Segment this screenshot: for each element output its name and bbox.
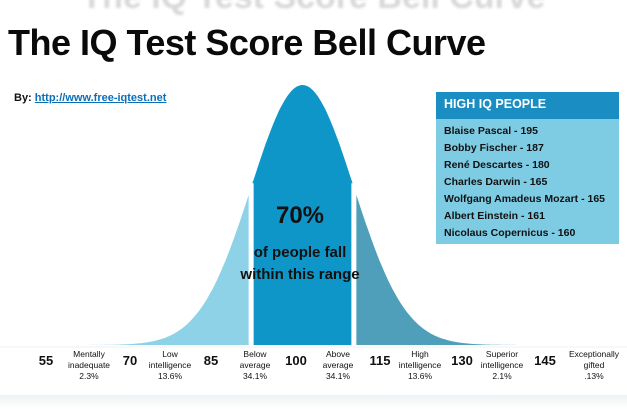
band-label-line: Superior — [485, 349, 519, 359]
center-percent: 70% — [275, 202, 325, 229]
x-tick-label: 55 — [38, 353, 54, 368]
band-label-line: intelligence — [480, 360, 524, 370]
band-label-line: intelligence — [398, 360, 442, 370]
list-item: Charles Darwin - 165 — [444, 176, 548, 188]
source-link[interactable]: http://www.free-iqtest.net — [34, 92, 167, 104]
band-label-line: Exceptionally — [568, 349, 620, 359]
band-label-line: 34.1% — [242, 371, 268, 381]
curve-middle-region — [251, 85, 354, 345]
band-label: Low intelligence 13.6% — [149, 349, 192, 382]
band-label-line: Mentally — [73, 349, 105, 359]
high-iq-box: HIGH IQ PEOPLE Blaise Pascal - 195 Bobby… — [436, 92, 619, 244]
list-item: Albert Einstein - 161 — [444, 210, 545, 222]
band-label-line: High — [411, 349, 429, 359]
band-label-line: intelligence — [148, 360, 192, 370]
blurred-title-reflection: The IQ Test Score Bell Curve — [0, 0, 627, 17]
band-label-line: Below — [243, 349, 267, 359]
band-label-line: average — [239, 360, 271, 370]
high-iq-heading: HIGH IQ PEOPLE — [436, 92, 619, 119]
list-item: Bobby Fischer - 187 — [444, 142, 544, 154]
x-tick-label: 85 — [203, 353, 219, 368]
band-label: Superior intelligence 2.1% — [481, 349, 524, 382]
floor-reflection — [0, 395, 627, 409]
band-label: Below average 34.1% — [240, 349, 271, 382]
band-label: Above average 34.1% — [323, 349, 354, 382]
list-item: René Descartes - 180 — [444, 159, 550, 171]
band-label-line: Low — [162, 349, 178, 359]
band-label-line: inadequate — [67, 360, 111, 370]
band-label: High intelligence 13.6% — [399, 349, 442, 382]
band-label-line: Above — [325, 349, 351, 359]
band-label-line: average — [322, 360, 354, 370]
list-item: Wolfgang Amadeus Mozart - 165 — [444, 193, 606, 205]
page-title: The IQ Test Score Bell Curve — [8, 22, 486, 63]
x-tick-label: 115 — [369, 353, 391, 368]
band-label-line: 13.6% — [407, 371, 433, 381]
center-caption-line1: of people fall — [253, 244, 347, 261]
band-label-line: .13% — [584, 371, 604, 381]
list-item: Blaise Pascal - 195 — [444, 125, 538, 137]
band-label-line: 34.1% — [325, 371, 351, 381]
x-tick-label: 145 — [534, 353, 556, 368]
high-iq-list: Blaise Pascal - 195 Bobby Fischer - 187 … — [436, 119, 619, 242]
center-caption-line2: within this range — [240, 266, 360, 283]
band-label-line: 2.3% — [79, 371, 99, 381]
band-label-line: 2.1% — [492, 371, 512, 381]
byline-prefix: By: — [14, 92, 32, 104]
x-tick-label: 130 — [451, 353, 473, 368]
band-label: Mentally inadequate 2.3% — [68, 349, 110, 382]
list-item: Nicolaus Copernicus - 160 — [444, 227, 576, 239]
curve-left-region — [20, 187, 252, 345]
band-label-line: 13.6% — [157, 371, 183, 381]
x-tick-label: 100 — [285, 353, 307, 368]
x-tick-label: 70 — [122, 353, 138, 368]
band-label: Exceptionally gifted .13% — [569, 349, 619, 382]
byline: By: http://www.free-iqtest.net — [14, 92, 166, 104]
curve-right-region — [353, 187, 585, 345]
band-label-line: gifted — [583, 360, 605, 370]
center-caption: of people fall within this range — [216, 242, 384, 286]
